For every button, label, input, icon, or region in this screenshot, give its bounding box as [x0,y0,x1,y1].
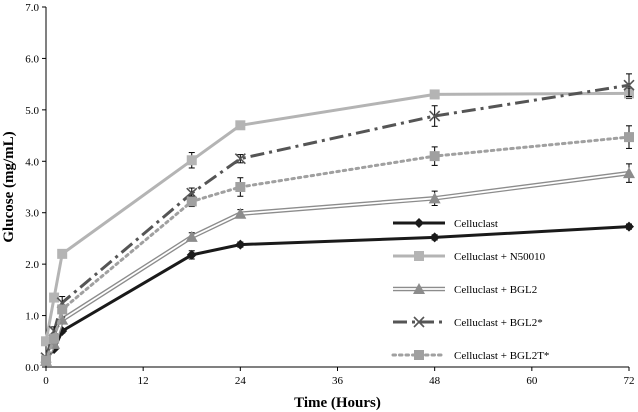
data-point [186,155,197,166]
legend-marker [413,316,425,328]
data-point [186,249,197,260]
series-5 [41,125,634,366]
y-tick-label: 4.0 [25,156,39,168]
data-point [428,192,441,204]
legend-marker [414,350,424,360]
y-tick-label: 3.0 [25,208,39,220]
data-point [186,196,197,207]
legend-label: Celluclast + BGL2 [454,284,537,296]
x-tick-label: 24 [235,375,247,387]
data-point [624,132,634,143]
x-tick-label: 48 [429,375,441,387]
y-tick-label: 1.0 [25,311,39,323]
data-point [41,336,51,347]
x-marker-stroke [623,79,635,91]
legend: Celluclast Celluclast + N50010 Celluclast … [391,218,549,362]
y-tick-label: 7.0 [25,2,39,14]
series-1 [41,221,634,365]
data-point [429,151,440,162]
data-point [623,79,635,91]
series-3 [40,163,635,366]
data-point [57,304,68,315]
y-tick-label: 6.0 [25,53,39,65]
data-point [234,207,247,219]
legend-item-2: Celluclast + N50010 [393,251,546,263]
data-point [234,153,246,165]
data-point [235,182,246,192]
x-marker-stroke [429,110,441,122]
series-line [44,225,630,361]
y-tick-label: 2.0 [25,259,39,271]
series-line [44,91,630,342]
series-group [40,73,635,366]
legend-marker [414,251,424,261]
data-point [624,221,634,232]
data-point [235,239,246,250]
series-2 [41,87,634,347]
y-tick-label: 0.0 [25,362,39,374]
x-tick-label: 36 [332,375,344,387]
data-point [49,292,60,303]
legend-label: Celluclast + BGL2* [454,317,543,329]
legend-item-3: Celluclast + BGL2 [393,283,537,296]
legend-item-4: Celluclast + BGL2* [393,316,543,329]
x-marker-stroke [234,153,246,165]
legend-label: Celluclast + BGL2T* [454,350,549,362]
legend-item-1: Celluclast [393,218,498,230]
data-point [185,230,198,242]
legend-item-5: Celluclast + BGL2T* [391,350,549,362]
x-tick-label: 72 [624,375,635,387]
axes: 0.0 1.0 2.0 3.0 4.0 5.0 6.0 7.0 0 12 24 36 48 60 72 [25,2,634,387]
data-point [429,89,440,100]
y-axis-title: Glucose (mg/mL) [1,131,17,242]
x-marker-stroke [413,316,425,328]
y-tick-label: 5.0 [25,105,39,117]
data-point [57,248,68,259]
x-tick-label: 60 [526,375,538,387]
x-axis-title: Time (Hours) [294,395,381,411]
x-tick-label: 12 [138,375,149,387]
legend-marker [413,283,425,294]
data-point [49,333,60,344]
data-point [41,355,51,366]
legend-label: Celluclast [454,218,498,230]
data-point [429,110,441,122]
data-point [235,120,246,131]
x-tick-label: 0 [43,375,49,387]
data-point [429,232,440,243]
series-4 [40,73,635,364]
legend-label: Celluclast + N50010 [454,251,546,263]
data-point [623,167,635,179]
legend-marker [414,218,424,228]
